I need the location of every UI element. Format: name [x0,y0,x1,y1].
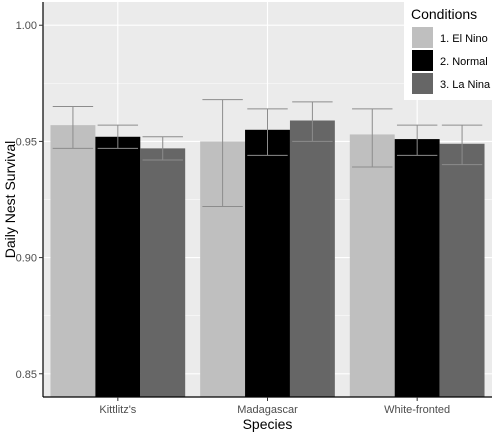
x-tick-label: White-fronted [384,404,450,416]
bar [95,136,141,397]
legend-title: Conditions [411,6,477,22]
axes: 0.85 0.90 0.95 1.00 Kittlitz's Madagascar Whit… [16,2,492,416]
legend-key [412,27,433,48]
x-axis-title: Species [243,416,293,432]
bar [50,125,96,397]
legend-key [412,50,433,71]
legend-key [412,73,433,94]
y-axis-title: Daily Nest Survival [2,141,18,258]
legend: Conditions 1. El Nino 2. Normal 3. La Nina [404,2,496,100]
bar [289,120,335,397]
error-bars [52,99,483,207]
legend-label: 1. El Nino [440,33,488,45]
y-tick-label: 0.85 [16,369,37,381]
bar [140,148,186,397]
y-tick-label: 1.00 [16,20,37,32]
bar [439,143,485,397]
legend-label: 2. Normal [440,56,488,68]
legend-label: 3. La Nina [440,79,491,91]
y-tick-label: 0.90 [16,253,37,265]
bar [394,139,440,397]
x-tick-label: Kittlitz's [99,404,136,416]
x-tick-label: Madagascar [237,404,298,416]
bars [50,120,485,398]
bar [349,134,395,398]
y-tick-label: 0.95 [16,136,37,148]
bar [245,129,290,397]
